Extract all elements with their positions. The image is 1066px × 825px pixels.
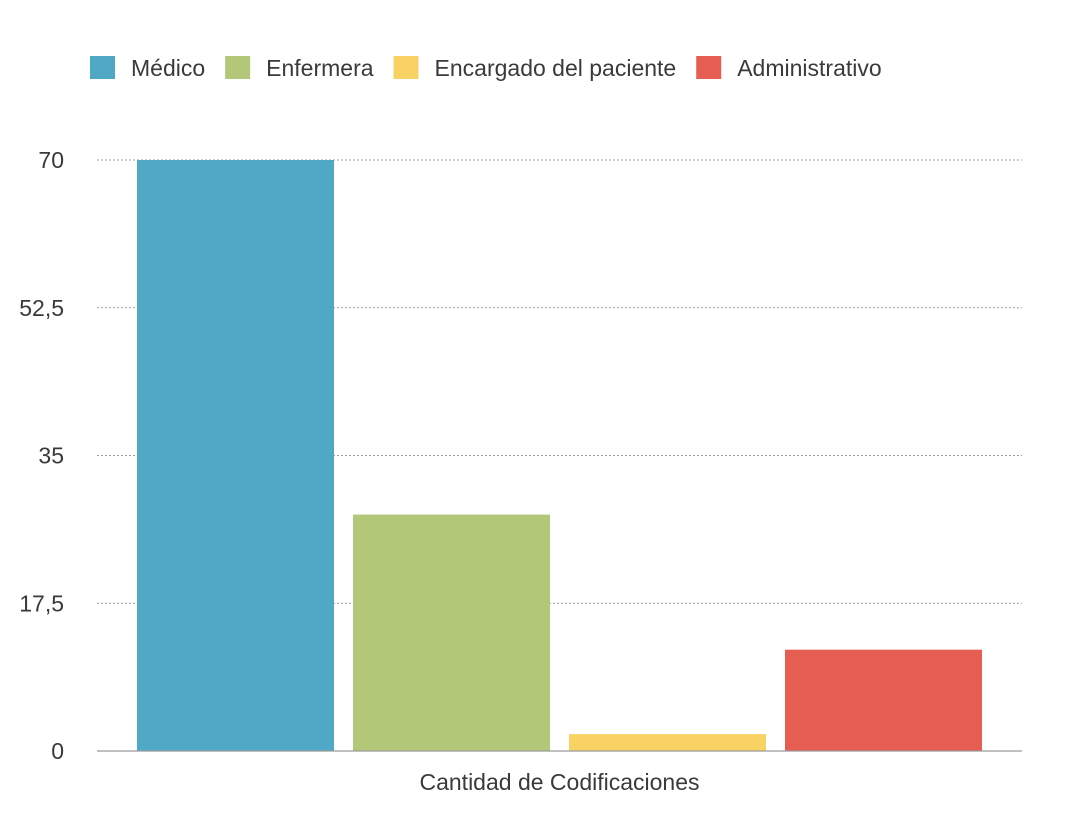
bar bbox=[569, 734, 766, 751]
legend-swatch bbox=[90, 56, 115, 79]
y-tick-label: 35 bbox=[38, 443, 64, 469]
legend-swatch bbox=[225, 56, 251, 79]
bar bbox=[785, 649, 982, 751]
legend-swatch bbox=[696, 56, 722, 79]
y-axis-ticks: 0 17,5 35 52,5 70 bbox=[19, 147, 64, 764]
y-tick-label: 70 bbox=[38, 147, 64, 173]
y-tick-label: 0 bbox=[51, 738, 64, 764]
bars bbox=[137, 160, 982, 751]
bar bbox=[353, 514, 550, 751]
legend-label: Administrativo bbox=[737, 55, 881, 81]
legend-label: Encargado del paciente bbox=[435, 55, 677, 81]
x-axis-label: Cantidad de Codificaciones bbox=[419, 769, 699, 795]
legend-swatch bbox=[393, 56, 419, 79]
legend: Médico Enfermera Encargado del paciente Adm… bbox=[90, 55, 882, 81]
legend-label: Enfermera bbox=[266, 55, 374, 81]
bar bbox=[137, 160, 334, 751]
y-tick-label: 17,5 bbox=[19, 590, 64, 616]
y-tick-label: 52,5 bbox=[19, 295, 64, 321]
legend-label: Médico bbox=[131, 55, 205, 81]
